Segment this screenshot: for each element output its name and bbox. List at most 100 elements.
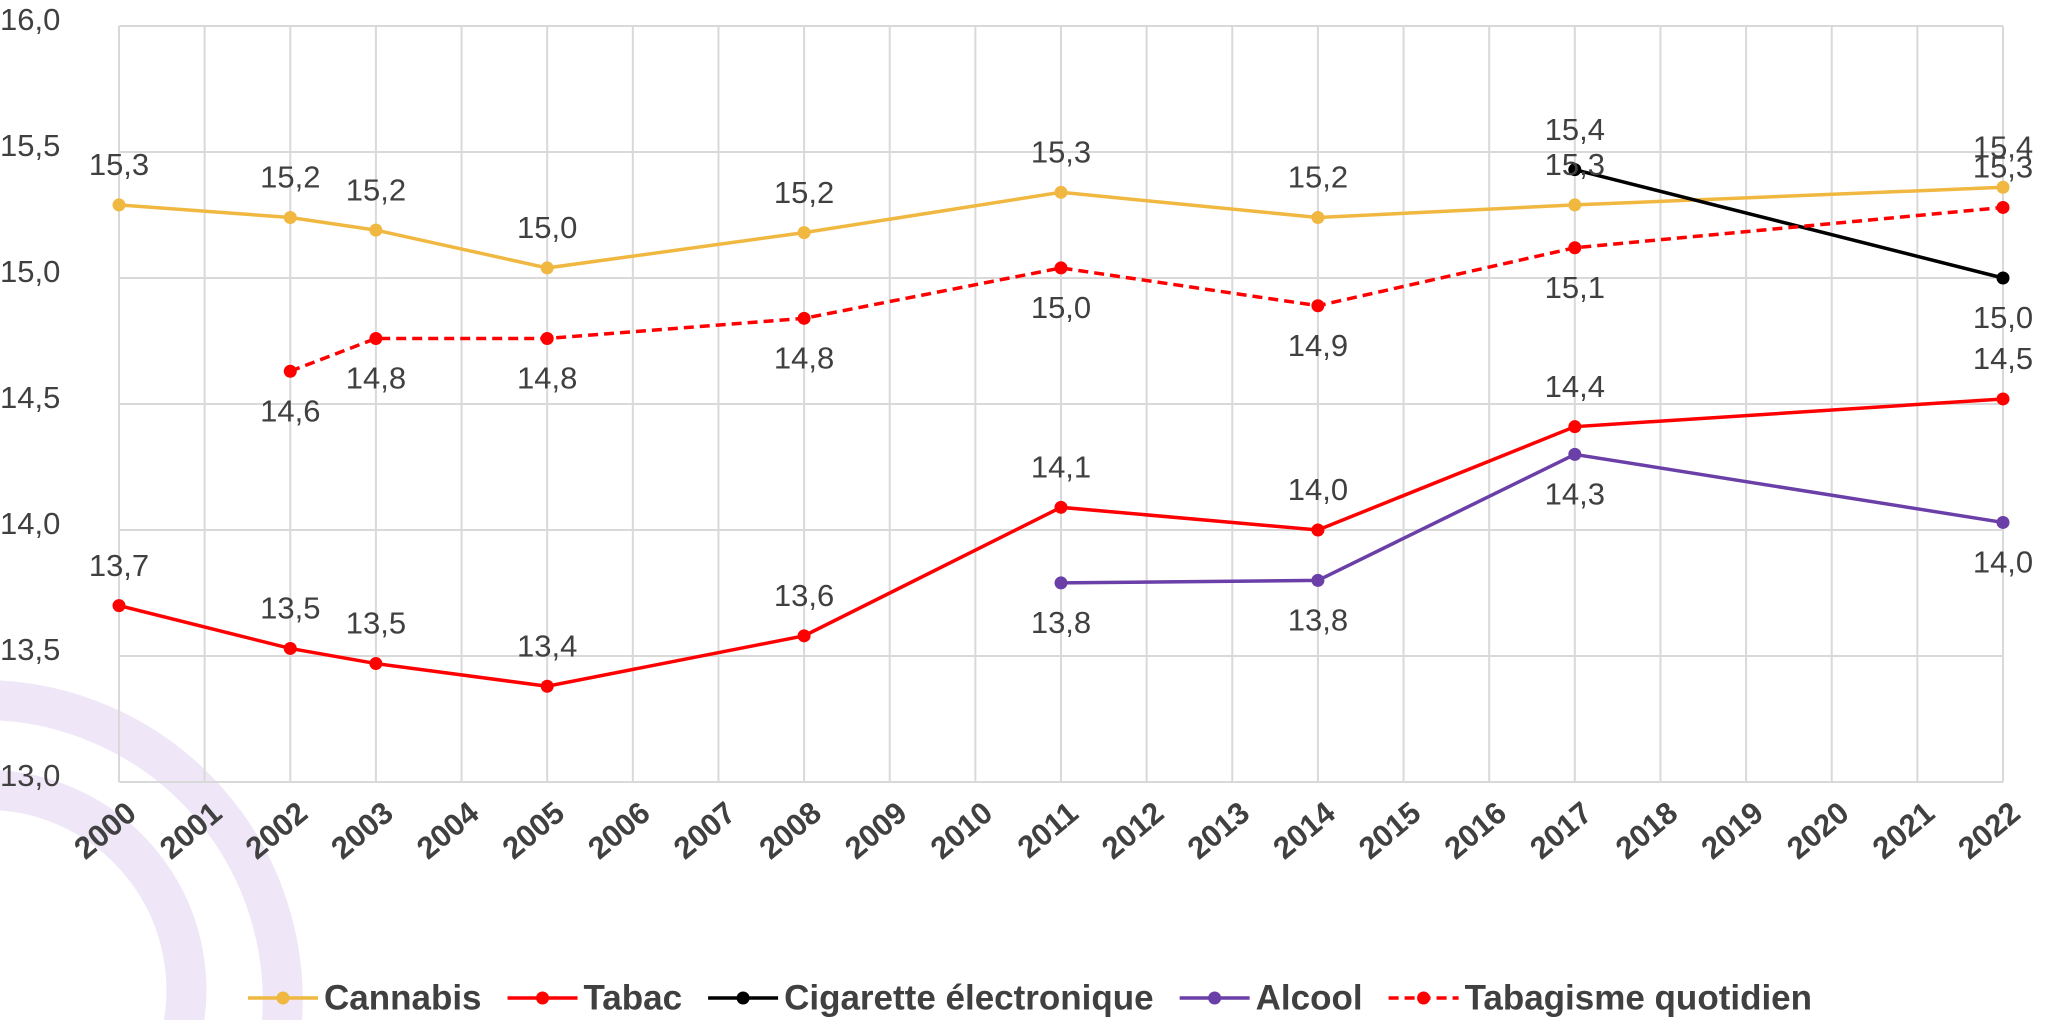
legend-marker (276, 992, 289, 1005)
data-label: 14,1 (1031, 450, 1091, 485)
data-point (1055, 576, 1068, 589)
data-point (369, 332, 382, 345)
data-point (284, 365, 297, 378)
data-label: 15,2 (1288, 160, 1348, 195)
legend-label: Cigarette électronique (784, 978, 1154, 1017)
data-point (1311, 574, 1324, 587)
legend-label: Tabac (584, 978, 683, 1017)
data-point (1055, 501, 1068, 514)
data-label: 15,0 (517, 210, 577, 245)
x-tick-label: 2015 (1352, 795, 1427, 866)
data-point (541, 332, 554, 345)
x-tick-label: 2019 (1695, 795, 1770, 866)
legend-marker (536, 992, 549, 1005)
data-point (113, 599, 126, 612)
y-tick-label: 13,5 (0, 632, 60, 667)
data-point (284, 642, 297, 655)
legend-label: Alcool (1256, 978, 1363, 1017)
data-label: 14,8 (346, 361, 406, 396)
data-point (541, 261, 554, 274)
data-label: 13,5 (260, 591, 320, 626)
data-label: 15,0 (1973, 300, 2033, 335)
data-point (369, 224, 382, 237)
y-tick-label: 16,0 (0, 2, 60, 37)
data-label: 15,2 (346, 172, 406, 207)
data-label: 15,3 (1545, 147, 1605, 182)
x-tick-label: 2016 (1438, 795, 1513, 866)
data-point (369, 657, 382, 670)
data-label: 15,2 (774, 175, 834, 210)
data-point (1568, 448, 1581, 461)
legend-item: Tabac (508, 978, 683, 1017)
x-tick-label: 2021 (1866, 795, 1941, 866)
data-point (1997, 392, 2010, 405)
data-point (798, 312, 811, 325)
x-tick-label: 2005 (496, 795, 571, 866)
data-point (1055, 186, 1068, 199)
data-label: 13,7 (89, 548, 149, 583)
x-tick-label: 2010 (924, 795, 999, 866)
legend-marker (1417, 992, 1430, 1005)
data-point (1568, 241, 1581, 254)
data-label: 13,6 (774, 578, 834, 613)
data-label: 15,3 (1973, 150, 2033, 185)
x-tick-label: 2004 (410, 794, 486, 866)
data-label: 15,1 (1545, 270, 1605, 305)
x-tick-label: 2014 (1266, 794, 1342, 866)
legend-item: Tabagisme quotidien (1389, 978, 1812, 1017)
data-point (113, 198, 126, 211)
data-point (1997, 516, 2010, 529)
data-label: 13,4 (517, 628, 577, 663)
data-point (1311, 524, 1324, 537)
x-tick-label: 2008 (753, 795, 828, 866)
legend-item: Cigarette électronique (708, 978, 1154, 1017)
data-label: 14,9 (1288, 328, 1348, 363)
x-tick-label: 2011 (1011, 795, 1085, 865)
data-point (1997, 201, 2010, 214)
data-point (798, 629, 811, 642)
x-tick-label: 2007 (667, 795, 742, 866)
background-decoration (0, 700, 283, 1020)
x-tick-label: 2017 (1523, 795, 1598, 866)
data-label: 15,2 (260, 160, 320, 195)
chart: 13,013,514,014,515,015,516,0200020012002… (0, 0, 2060, 1020)
data-label: 14,3 (1545, 477, 1605, 512)
data-point (1311, 211, 1324, 224)
x-tick-label: 2003 (324, 795, 399, 866)
y-tick-label: 14,0 (0, 506, 60, 541)
x-tick-label: 2013 (1181, 795, 1256, 866)
data-point (284, 211, 297, 224)
x-tick-label: 2018 (1609, 795, 1684, 866)
data-label: 14,0 (1973, 545, 2033, 580)
data-point (541, 680, 554, 693)
data-point (1311, 299, 1324, 312)
legend: Cannabis Tabac Cigarette électronique Alcoo… (248, 978, 1812, 1017)
series-line (1575, 170, 2003, 278)
legend-label: Cannabis (324, 978, 482, 1017)
x-tick-label: 2020 (1780, 795, 1855, 866)
data-label: 14,0 (1288, 472, 1348, 507)
x-tick-label: 2012 (1095, 795, 1170, 866)
data-label: 15,3 (89, 147, 149, 182)
y-tick-label: 13,0 (0, 758, 60, 793)
legend-marker (737, 992, 750, 1005)
data-label: 13,8 (1288, 603, 1348, 638)
legend-marker (1208, 992, 1221, 1005)
data-label: 14,5 (1973, 341, 2033, 376)
data-label: 14,8 (774, 341, 834, 376)
data-label: 13,8 (1031, 605, 1091, 640)
data-label: 15,3 (1031, 135, 1091, 170)
x-tick-label: 2022 (1951, 795, 2026, 866)
y-tick-label: 15,5 (0, 128, 60, 163)
data-label: 14,6 (260, 393, 320, 428)
data-label: 15,0 (1031, 290, 1091, 325)
data-label: 13,5 (346, 606, 406, 641)
x-tick-label: 2006 (581, 795, 656, 866)
y-tick-label: 15,0 (0, 254, 60, 289)
data-label: 15,4 (1545, 112, 1605, 147)
data-point (1997, 272, 2010, 285)
legend-label: Tabagisme quotidien (1465, 978, 1812, 1017)
x-tick-label: 2009 (838, 795, 913, 866)
data-point (1568, 420, 1581, 433)
